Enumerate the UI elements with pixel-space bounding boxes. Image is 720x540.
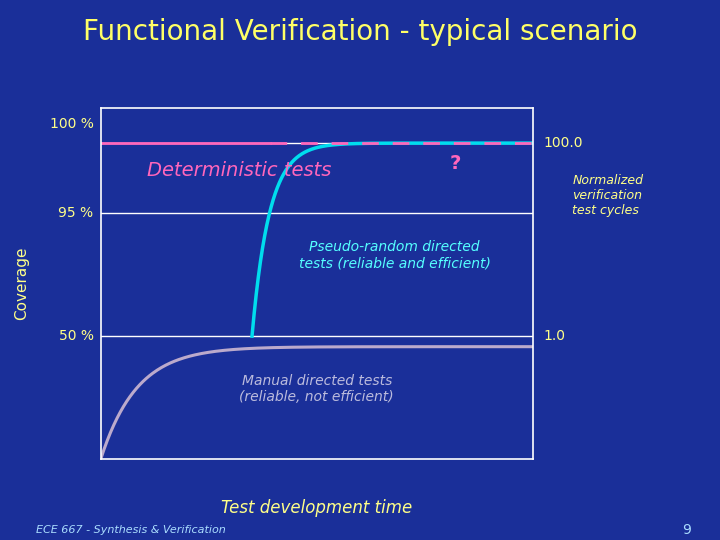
Text: Deterministic tests: Deterministic tests bbox=[147, 160, 331, 180]
Text: 1.0: 1.0 bbox=[544, 329, 566, 343]
Text: Coverage: Coverage bbox=[14, 247, 29, 320]
Text: ?: ? bbox=[449, 153, 461, 173]
Text: 95 %: 95 % bbox=[58, 206, 94, 220]
Text: 100.0: 100.0 bbox=[544, 136, 583, 150]
Text: 9: 9 bbox=[683, 523, 691, 537]
Text: Pseudo-random directed
tests (reliable and efficient): Pseudo-random directed tests (reliable a… bbox=[299, 240, 490, 271]
Text: Test development time: Test development time bbox=[221, 498, 413, 517]
Text: 50 %: 50 % bbox=[58, 329, 94, 343]
Text: Manual directed tests
(reliable, not efficient): Manual directed tests (reliable, not eff… bbox=[240, 374, 394, 404]
Text: 100 %: 100 % bbox=[50, 117, 94, 131]
Text: Functional Verification - typical scenario: Functional Verification - typical scenar… bbox=[83, 18, 637, 46]
Text: Normalized
verification
test cycles: Normalized verification test cycles bbox=[572, 174, 644, 217]
Text: ECE 667 - Synthesis & Verification: ECE 667 - Synthesis & Verification bbox=[36, 525, 226, 535]
